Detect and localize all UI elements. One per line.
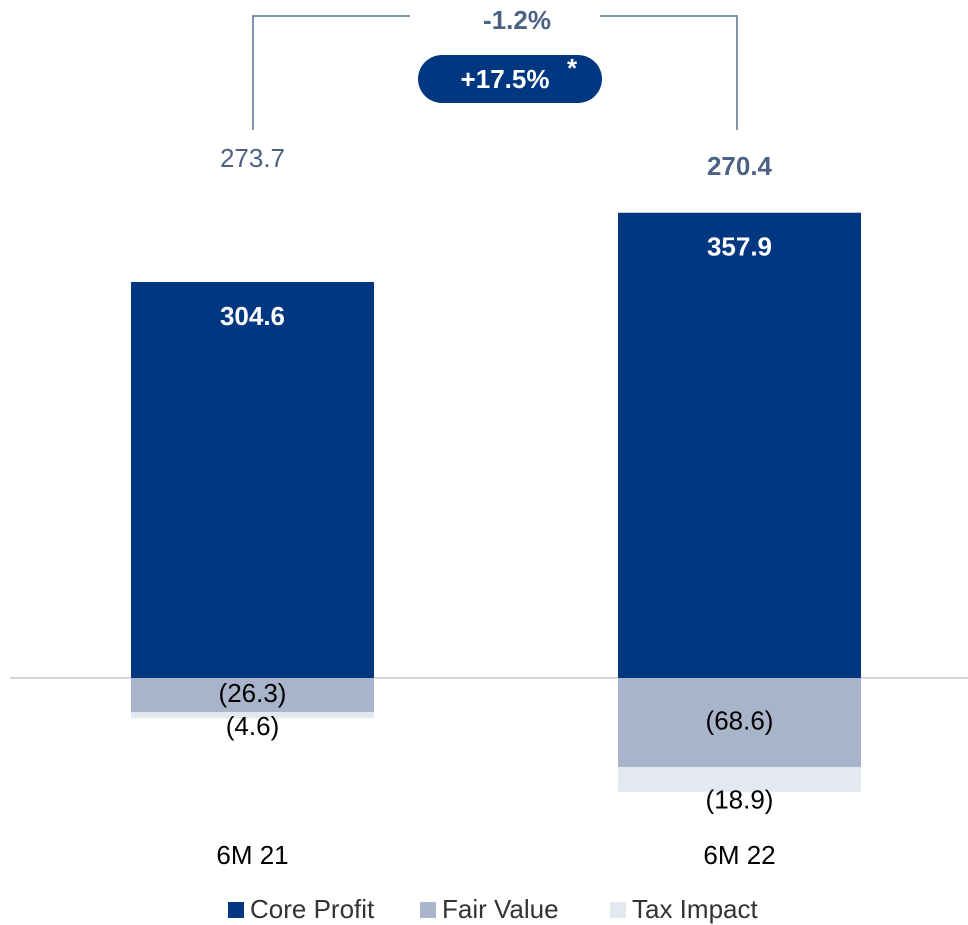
x-tick-label: 6M 21 (216, 840, 288, 870)
value-label: (68.6) (706, 705, 774, 735)
value-label: 304.6 (220, 301, 285, 331)
legend-label: Tax Impact (632, 894, 758, 924)
value-label: (4.6) (226, 711, 279, 741)
value-label: (18.9) (706, 785, 774, 815)
growth-pill (418, 55, 602, 103)
total-label: 270.4 (707, 151, 773, 181)
bar-segment (131, 712, 374, 719)
value-label: 357.9 (707, 232, 772, 262)
footnote-mark: * (567, 53, 578, 83)
growth: -1.2% (483, 5, 551, 35)
bar-segment (618, 678, 861, 768)
bar-segment (618, 212, 861, 679)
legend-swatch (420, 902, 436, 918)
value-label: (26.3) (219, 678, 287, 708)
legend-label: Fair Value (442, 894, 559, 924)
total-label: 273.7 (220, 143, 285, 173)
bar-segment (618, 767, 861, 792)
legend-swatch (610, 902, 626, 918)
bracket (252, 15, 738, 130)
legend-swatch (228, 902, 244, 918)
bar-segment (131, 678, 374, 713)
growth-adjusted: +17.5% (461, 64, 550, 94)
x-tick-label: 6M 22 (703, 840, 775, 870)
bar-segment (131, 282, 374, 678)
legend-label: Core Profit (250, 894, 375, 924)
